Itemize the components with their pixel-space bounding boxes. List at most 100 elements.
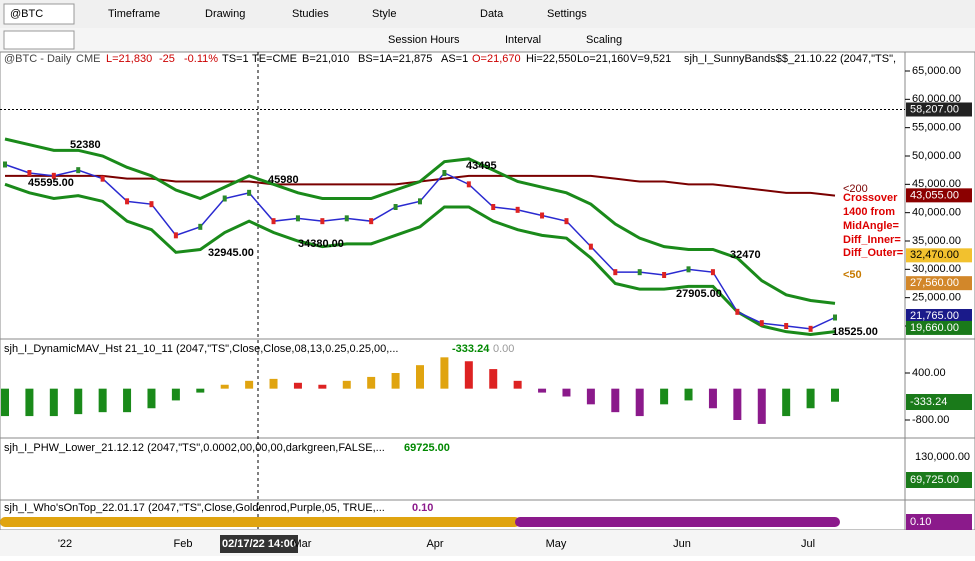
note: <200 — [843, 183, 868, 195]
candle — [613, 269, 618, 276]
histogram-bar — [513, 380, 522, 389]
price-tag: 58,207.00 — [910, 103, 959, 115]
histogram-bar — [49, 388, 58, 417]
y-tick-label: 65,000.00 — [912, 65, 961, 77]
y-tick-label: 400.00 — [912, 367, 946, 379]
interval-box[interactable] — [3, 30, 75, 50]
y-tick-label: 45,000.00 — [912, 178, 961, 190]
wot-gold — [0, 517, 520, 527]
toolbar-button[interactable]: Interval — [505, 34, 541, 46]
candle — [369, 218, 374, 225]
mav-zero: 0.00 — [493, 343, 514, 355]
histogram-bar — [562, 388, 571, 397]
mav-tag: -333.24 — [910, 396, 947, 408]
annotation: 32945.00 — [208, 247, 254, 259]
annotation: 34380.00 — [298, 238, 344, 250]
x-tick-label: Feb — [174, 538, 193, 550]
price-header: O=21,670 — [472, 53, 521, 65]
x-tick-label: Apr — [426, 538, 443, 550]
price-tag-bg — [906, 320, 972, 335]
symbol[interactable]: @BTC — [10, 8, 43, 20]
histogram-bar — [318, 384, 327, 389]
histogram-bar — [440, 357, 449, 389]
histogram-bar — [538, 388, 547, 393]
cursor-label: 02/17/22 14:00 — [222, 538, 296, 550]
y-tick-label: 40,000.00 — [912, 207, 961, 219]
candle — [515, 206, 520, 213]
phw-tag: 69,725.00 — [910, 474, 959, 486]
histogram-bar — [635, 388, 644, 417]
toolbar-button[interactable]: Style — [372, 8, 396, 20]
price-header: TE=CME — [252, 53, 297, 65]
toolbar-button[interactable]: Settings — [547, 8, 587, 20]
histogram-bar — [660, 388, 669, 405]
note: <50 — [843, 269, 862, 281]
candle — [198, 223, 203, 230]
price-header: L=21,830 — [106, 53, 152, 65]
histogram-bar — [757, 388, 766, 424]
toolbar-button[interactable]: Session Hours — [388, 34, 460, 46]
price-header: Hi=22,550 — [526, 53, 576, 65]
candle — [418, 198, 422, 205]
histogram-bar — [293, 382, 302, 389]
x-axis — [0, 530, 975, 556]
histogram-bar — [416, 365, 424, 389]
price-tag: 19,660.00 — [910, 322, 959, 334]
candle — [100, 175, 105, 182]
wot-title: sjh_I_Who'sOnTop_22.01.17 (2047,"TS",Clo… — [4, 502, 385, 514]
histogram-bar — [367, 376, 376, 389]
histogram-bar — [611, 388, 620, 413]
candle — [51, 172, 56, 179]
candle — [759, 320, 764, 327]
annotation: 43495 — [466, 160, 497, 172]
histogram-bar — [1, 388, 9, 417]
histogram-bar — [25, 388, 34, 417]
candle — [637, 269, 642, 276]
symbol-box[interactable] — [3, 3, 75, 25]
y-tick-label: 50,000.00 — [912, 150, 961, 162]
cursor-box — [220, 535, 298, 553]
candle — [588, 243, 593, 250]
histogram-bar — [831, 388, 839, 402]
toolbar-button[interactable]: Drawing — [205, 8, 245, 20]
histogram-bar — [586, 388, 595, 405]
candle — [149, 201, 154, 208]
candle — [686, 266, 691, 273]
toolbar-button[interactable]: Data — [480, 8, 504, 20]
histogram-bar — [98, 388, 107, 413]
price-header: TS=1 — [222, 53, 249, 65]
price-header: @BTC - Daily — [4, 53, 72, 65]
price-tag-bg — [906, 102, 972, 117]
phw-tag-bg — [906, 472, 972, 488]
annotation: 52380 — [70, 139, 101, 151]
candle — [393, 204, 398, 210]
price-header: A=21,875 — [385, 53, 432, 65]
candle — [173, 232, 178, 239]
price-header: BS=1 — [358, 53, 385, 65]
toolbar-button[interactable]: Studies — [292, 8, 329, 20]
price-header: AS=1 — [441, 53, 468, 65]
candle — [784, 323, 789, 329]
histogram-bar — [684, 388, 693, 401]
histogram-bar — [489, 369, 498, 389]
histogram-bar — [269, 378, 278, 389]
candle — [662, 272, 667, 278]
y-tick-label: 35,000.00 — [912, 235, 961, 247]
y-tick-label: 25,000.00 — [912, 292, 961, 304]
histogram-bar — [733, 388, 742, 420]
annotation: 27905.00 — [676, 288, 722, 300]
wot-tag: 0.10 — [910, 516, 931, 528]
price-header: -25 — [159, 53, 175, 65]
histogram-bar — [342, 380, 351, 389]
toolbar-button[interactable]: Scaling — [586, 34, 622, 46]
x-tick-label: Jul — [801, 538, 815, 550]
candle — [271, 218, 276, 225]
toolbar — [0, 0, 975, 28]
candle — [247, 189, 252, 196]
candle — [540, 212, 545, 219]
candle — [3, 161, 7, 168]
toolbar-button[interactable]: Timeframe — [108, 8, 160, 20]
price-tag: 43,055.00 — [910, 189, 959, 201]
